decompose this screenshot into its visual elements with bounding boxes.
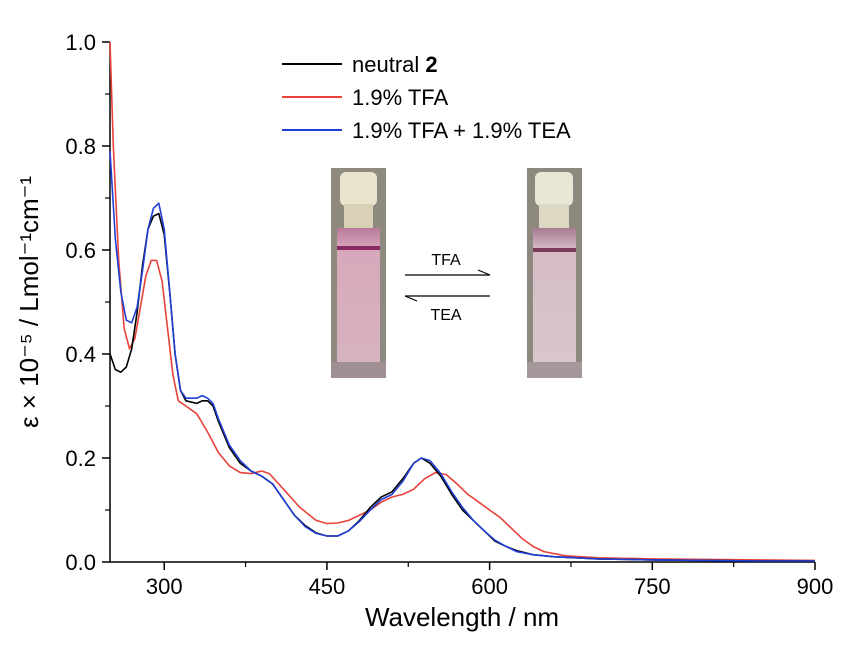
x-axis-title: Wavelength / nm [365, 602, 559, 632]
legend-item-neutral-2: neutral 2 [282, 52, 438, 77]
x-tick-label: 450 [309, 574, 346, 599]
y-ticks: 0.0 0.2 0.4 0.6 0.8 1.0 [65, 30, 110, 575]
legend: neutral 2 1.9% TFA 1.9% TFA + 1.9% TEA [282, 52, 571, 143]
inset-cuvettes: TFA TEA [331, 168, 582, 378]
x-tick-label: 900 [797, 574, 834, 599]
y-axis-title: ε × 10⁻⁵ / Lmol⁻¹cm⁻¹ [14, 176, 44, 428]
y-tick-label: 1.0 [65, 30, 96, 55]
forward-arrowhead [477, 269, 491, 276]
y-tick-label: 0.0 [65, 550, 96, 575]
x-ticks: 300 450 600 750 900 [146, 562, 833, 599]
series-line-1 [109, 41, 816, 562]
y-tick-label: 0.2 [65, 446, 96, 471]
legend-label: 1.9% TFA + 1.9% TEA [352, 118, 571, 143]
series-layer [109, 41, 816, 562]
y-tick-label: 0.6 [65, 238, 96, 263]
reversible-arrows: TFA TEA [404, 252, 491, 324]
back-arrowhead [404, 295, 418, 302]
arrow-label-tea: TEA [430, 307, 461, 324]
legend-label: neutral 2 [352, 52, 438, 77]
cuvette-acidified [527, 168, 582, 378]
cuvette-neutral [331, 168, 386, 378]
arrow-label-tfa: TFA [431, 252, 461, 269]
x-tick-label: 600 [471, 574, 508, 599]
series-line-0 [109, 212, 815, 562]
legend-item-tfa-tea: 1.9% TFA + 1.9% TEA [282, 118, 571, 143]
legend-label: 1.9% TFA [352, 85, 449, 110]
series-line-2 [109, 151, 815, 562]
y-tick-label: 0.8 [65, 134, 96, 159]
legend-item-tfa: 1.9% TFA [282, 85, 449, 110]
x-tick-label: 300 [146, 574, 183, 599]
x-tick-label: 750 [634, 574, 671, 599]
y-tick-label: 0.4 [65, 342, 96, 367]
